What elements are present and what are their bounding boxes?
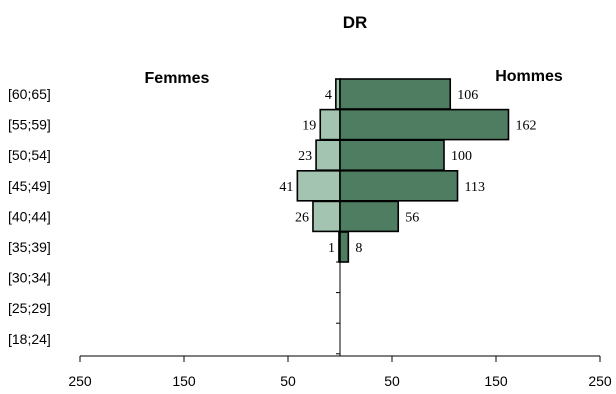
x-tick-label: 150 xyxy=(484,373,508,389)
bar-hommes xyxy=(339,200,400,233)
x-tick-label: 50 xyxy=(384,373,400,389)
series-label-femmes: Femmes xyxy=(145,70,210,87)
data-label-hommes: 56 xyxy=(405,210,419,225)
category-label: [60;65] xyxy=(8,86,51,102)
bar-femmes xyxy=(296,170,341,202)
data-label-femmes: 26 xyxy=(295,210,309,225)
category-label: [50;54] xyxy=(8,147,51,163)
category-label: [40;44] xyxy=(8,208,51,224)
category-label: [55;59] xyxy=(8,117,51,133)
bar-femmes xyxy=(319,108,341,141)
bar-hommes xyxy=(339,139,445,171)
data-label-femmes: 41 xyxy=(279,180,293,195)
series-label-hommes: Hommes xyxy=(495,68,563,85)
category-label: [25;29] xyxy=(8,300,51,316)
bar-hommes xyxy=(339,170,459,202)
x-tick-label: 250 xyxy=(588,373,612,389)
data-label-femmes: 1 xyxy=(328,241,335,256)
bar-femmes xyxy=(315,139,341,171)
data-label-femmes: 4 xyxy=(325,88,332,103)
bar-hommes xyxy=(339,78,452,110)
category-label: [30;34] xyxy=(8,270,51,286)
category-label: [35;39] xyxy=(8,239,51,255)
bar-hommes xyxy=(339,231,350,263)
x-tick-label: 150 xyxy=(172,373,196,389)
x-tick-label: 250 xyxy=(68,373,92,389)
chart-title: DR xyxy=(343,13,368,32)
data-label-hommes: 8 xyxy=(355,241,362,256)
data-label-hommes: 100 xyxy=(451,149,472,164)
category-label: [45;49] xyxy=(8,178,51,194)
data-label-femmes: 19 xyxy=(302,119,316,134)
bar-femmes xyxy=(312,200,341,233)
bar-hommes xyxy=(339,108,510,141)
data-label-hommes: 162 xyxy=(515,119,536,134)
data-label-hommes: 113 xyxy=(465,180,485,195)
data-label-femmes: 23 xyxy=(298,149,312,164)
x-tick-label: 50 xyxy=(280,373,296,389)
data-label-hommes: 106 xyxy=(457,88,478,103)
category-label: [18;24] xyxy=(8,331,51,347)
